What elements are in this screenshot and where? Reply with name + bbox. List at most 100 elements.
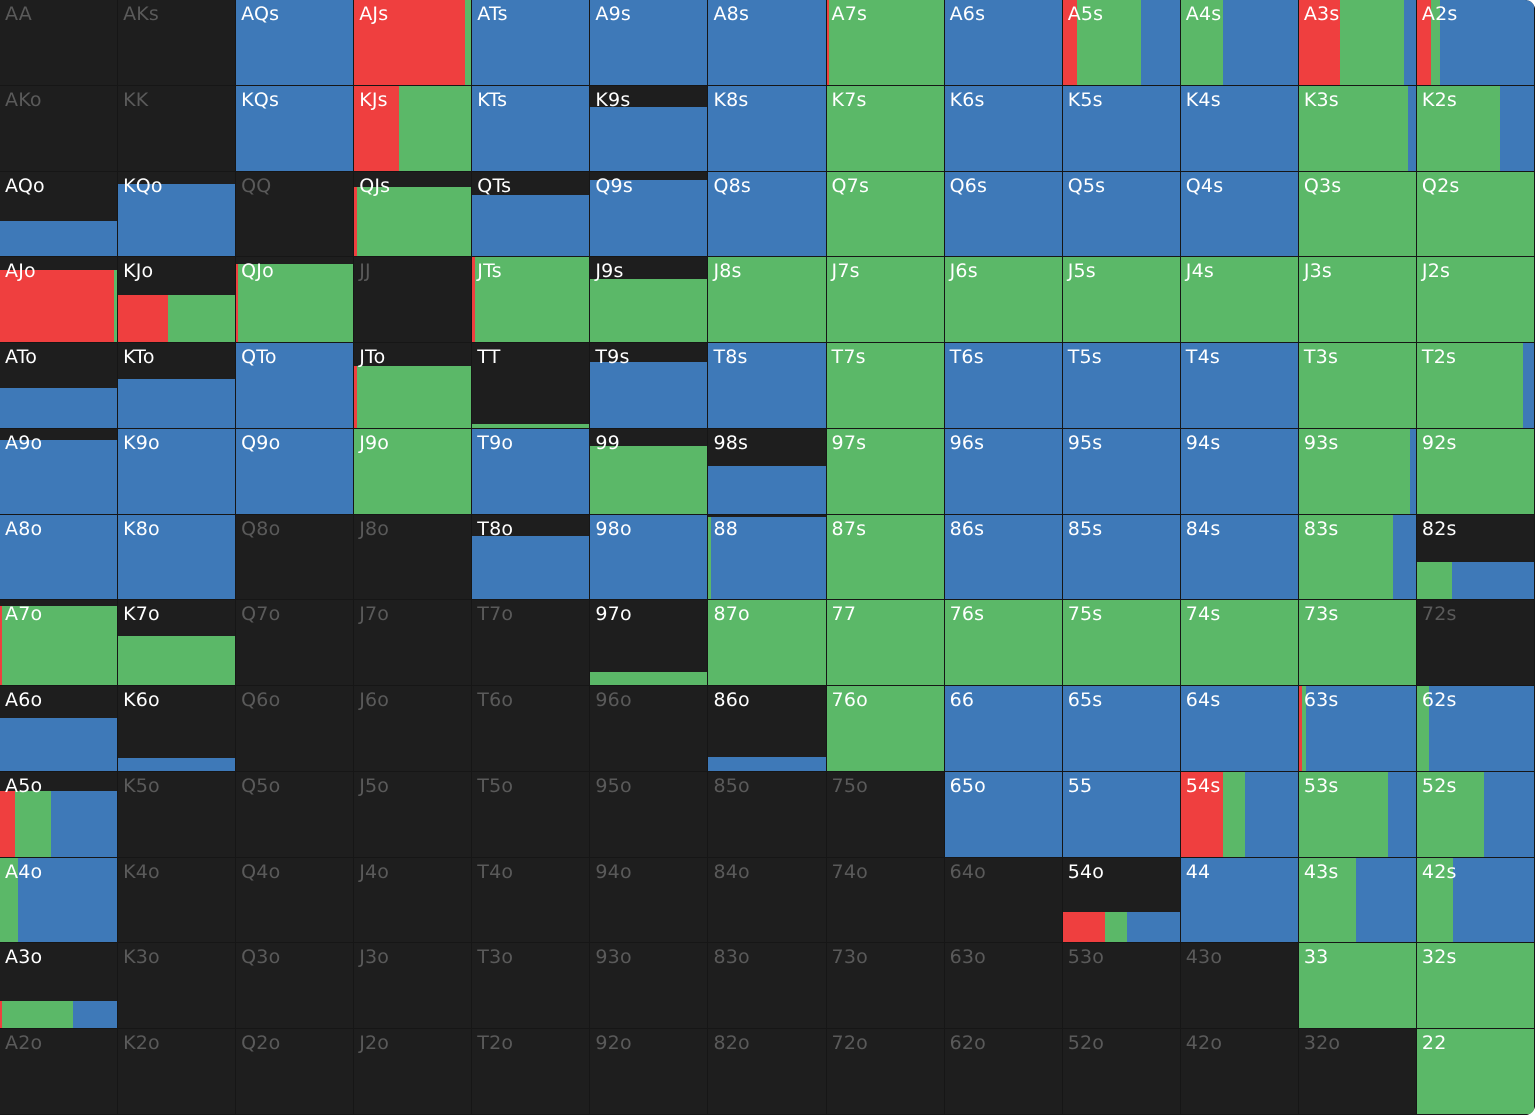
hand-cell-aa[interactable]: AA xyxy=(0,0,119,86)
hand-cell-95o[interactable]: 95o xyxy=(590,771,709,858)
hand-cell-t2o[interactable]: T2o xyxy=(472,1029,591,1115)
hand-cell-k7o[interactable]: K7o xyxy=(118,600,237,687)
hand-cell-a4o[interactable]: A4o xyxy=(0,857,119,944)
hand-cell-t7s[interactable]: T7s xyxy=(826,343,945,429)
hand-cell-53o[interactable]: 53o xyxy=(1062,943,1181,1030)
hand-cell-kts[interactable]: KTs xyxy=(472,85,591,172)
hand-cell-43s[interactable]: 43s xyxy=(1298,857,1417,944)
hand-cell-t4o[interactable]: T4o xyxy=(472,857,591,944)
hand-cell-86s[interactable]: 86s xyxy=(944,514,1063,601)
hand-cell-93o[interactable]: 93o xyxy=(590,943,709,1030)
hand-cell-j7o[interactable]: J7o xyxy=(354,600,473,687)
hand-cell-aqs[interactable]: AQs xyxy=(236,0,355,86)
hand-cell-62s[interactable]: 62s xyxy=(1416,686,1535,772)
hand-cell-k6o[interactable]: K6o xyxy=(118,686,237,772)
hand-cell-74o[interactable]: 74o xyxy=(826,857,945,944)
hand-cell-77[interactable]: 77 xyxy=(826,600,945,687)
hand-cell-96s[interactable]: 96s xyxy=(944,428,1063,515)
hand-cell-74s[interactable]: 74s xyxy=(1180,600,1299,687)
hand-cell-a8s[interactable]: A8s xyxy=(708,0,827,86)
hand-cell-k2s[interactable]: K2s xyxy=(1416,85,1535,172)
hand-cell-q6o[interactable]: Q6o xyxy=(236,686,355,772)
hand-cell-a6s[interactable]: A6s xyxy=(944,0,1063,86)
hand-cell-q6s[interactable]: Q6s xyxy=(944,171,1063,258)
hand-cell-52o[interactable]: 52o xyxy=(1062,1029,1181,1115)
hand-cell-j9o[interactable]: J9o xyxy=(354,428,473,515)
hand-cell-93s[interactable]: 93s xyxy=(1298,428,1417,515)
hand-cell-j3o[interactable]: J3o xyxy=(354,943,473,1030)
hand-cell-a6o[interactable]: A6o xyxy=(0,686,119,772)
hand-cell-kqo[interactable]: KQo xyxy=(118,171,237,258)
hand-cell-t3s[interactable]: T3s xyxy=(1298,343,1417,429)
hand-cell-44[interactable]: 44 xyxy=(1180,857,1299,944)
hand-cell-33[interactable]: 33 xyxy=(1298,943,1417,1030)
hand-cell-98o[interactable]: 98o xyxy=(590,514,709,601)
hand-cell-84s[interactable]: 84s xyxy=(1180,514,1299,601)
hand-cell-92s[interactable]: 92s xyxy=(1416,428,1535,515)
hand-cell-t9o[interactable]: T9o xyxy=(472,428,591,515)
hand-cell-q2o[interactable]: Q2o xyxy=(236,1029,355,1115)
hand-cell-t7o[interactable]: T7o xyxy=(472,600,591,687)
hand-cell-kjs[interactable]: KJs xyxy=(354,85,473,172)
hand-cell-k9s[interactable]: K9s xyxy=(590,85,709,172)
hand-cell-ato[interactable]: ATo xyxy=(0,343,119,429)
hand-cell-ajs[interactable]: AJs xyxy=(354,0,473,86)
hand-cell-tt[interactable]: TT xyxy=(472,343,591,429)
hand-cell-ako[interactable]: AKo xyxy=(0,85,119,172)
hand-cell-j8o[interactable]: J8o xyxy=(354,514,473,601)
hand-cell-55[interactable]: 55 xyxy=(1062,771,1181,858)
hand-cell-k4s[interactable]: K4s xyxy=(1180,85,1299,172)
hand-cell-jts[interactable]: JTs xyxy=(472,257,591,344)
hand-cell-92o[interactable]: 92o xyxy=(590,1029,709,1115)
hand-cell-75s[interactable]: 75s xyxy=(1062,600,1181,687)
hand-cell-a9o[interactable]: A9o xyxy=(0,428,119,515)
hand-cell-kjo[interactable]: KJo xyxy=(118,257,237,344)
hand-cell-85o[interactable]: 85o xyxy=(708,771,827,858)
hand-cell-k8s[interactable]: K8s xyxy=(708,85,827,172)
hand-cell-q4s[interactable]: Q4s xyxy=(1180,171,1299,258)
hand-cell-87s[interactable]: 87s xyxy=(826,514,945,601)
hand-cell-52s[interactable]: 52s xyxy=(1416,771,1535,858)
hand-cell-95s[interactable]: 95s xyxy=(1062,428,1181,515)
hand-cell-96o[interactable]: 96o xyxy=(590,686,709,772)
hand-cell-q9s[interactable]: Q9s xyxy=(590,171,709,258)
hand-cell-54s[interactable]: 54s xyxy=(1180,771,1299,858)
hand-cell-a7o[interactable]: A7o xyxy=(0,600,119,687)
hand-cell-22[interactable]: 22 xyxy=(1416,1029,1535,1115)
hand-cell-t5s[interactable]: T5s xyxy=(1062,343,1181,429)
hand-cell-83s[interactable]: 83s xyxy=(1298,514,1417,601)
hand-cell-65o[interactable]: 65o xyxy=(944,771,1063,858)
hand-cell-a5o[interactable]: A5o xyxy=(0,771,119,858)
hand-cell-88[interactable]: 88 xyxy=(708,514,827,601)
hand-cell-j4s[interactable]: J4s xyxy=(1180,257,1299,344)
hand-cell-t8s[interactable]: T8s xyxy=(708,343,827,429)
hand-cell-k5o[interactable]: K5o xyxy=(118,771,237,858)
hand-cell-54o[interactable]: 54o xyxy=(1062,857,1181,944)
hand-cell-76o[interactable]: 76o xyxy=(826,686,945,772)
hand-cell-85s[interactable]: 85s xyxy=(1062,514,1181,601)
hand-cell-k5s[interactable]: K5s xyxy=(1062,85,1181,172)
hand-cell-a7s[interactable]: A7s xyxy=(826,0,945,86)
hand-cell-k8o[interactable]: K8o xyxy=(118,514,237,601)
hand-cell-j6s[interactable]: J6s xyxy=(944,257,1063,344)
hand-cell-qto[interactable]: QTo xyxy=(236,343,355,429)
hand-cell-q5o[interactable]: Q5o xyxy=(236,771,355,858)
hand-cell-64s[interactable]: 64s xyxy=(1180,686,1299,772)
hand-cell-66[interactable]: 66 xyxy=(944,686,1063,772)
hand-cell-q4o[interactable]: Q4o xyxy=(236,857,355,944)
hand-cell-q3s[interactable]: Q3s xyxy=(1298,171,1417,258)
hand-cell-63s[interactable]: 63s xyxy=(1298,686,1417,772)
hand-cell-a3s[interactable]: A3s xyxy=(1298,0,1417,86)
hand-cell-42o[interactable]: 42o xyxy=(1180,1029,1299,1115)
hand-cell-q8o[interactable]: Q8o xyxy=(236,514,355,601)
hand-cell-t2s[interactable]: T2s xyxy=(1416,343,1535,429)
hand-cell-a3o[interactable]: A3o xyxy=(0,943,119,1030)
hand-cell-j8s[interactable]: J8s xyxy=(708,257,827,344)
hand-cell-a2o[interactable]: A2o xyxy=(0,1029,119,1115)
hand-cell-t3o[interactable]: T3o xyxy=(472,943,591,1030)
hand-cell-73s[interactable]: 73s xyxy=(1298,600,1417,687)
hand-cell-87o[interactable]: 87o xyxy=(708,600,827,687)
hand-cell-t6s[interactable]: T6s xyxy=(944,343,1063,429)
hand-cell-k3o[interactable]: K3o xyxy=(118,943,237,1030)
hand-cell-j6o[interactable]: J6o xyxy=(354,686,473,772)
